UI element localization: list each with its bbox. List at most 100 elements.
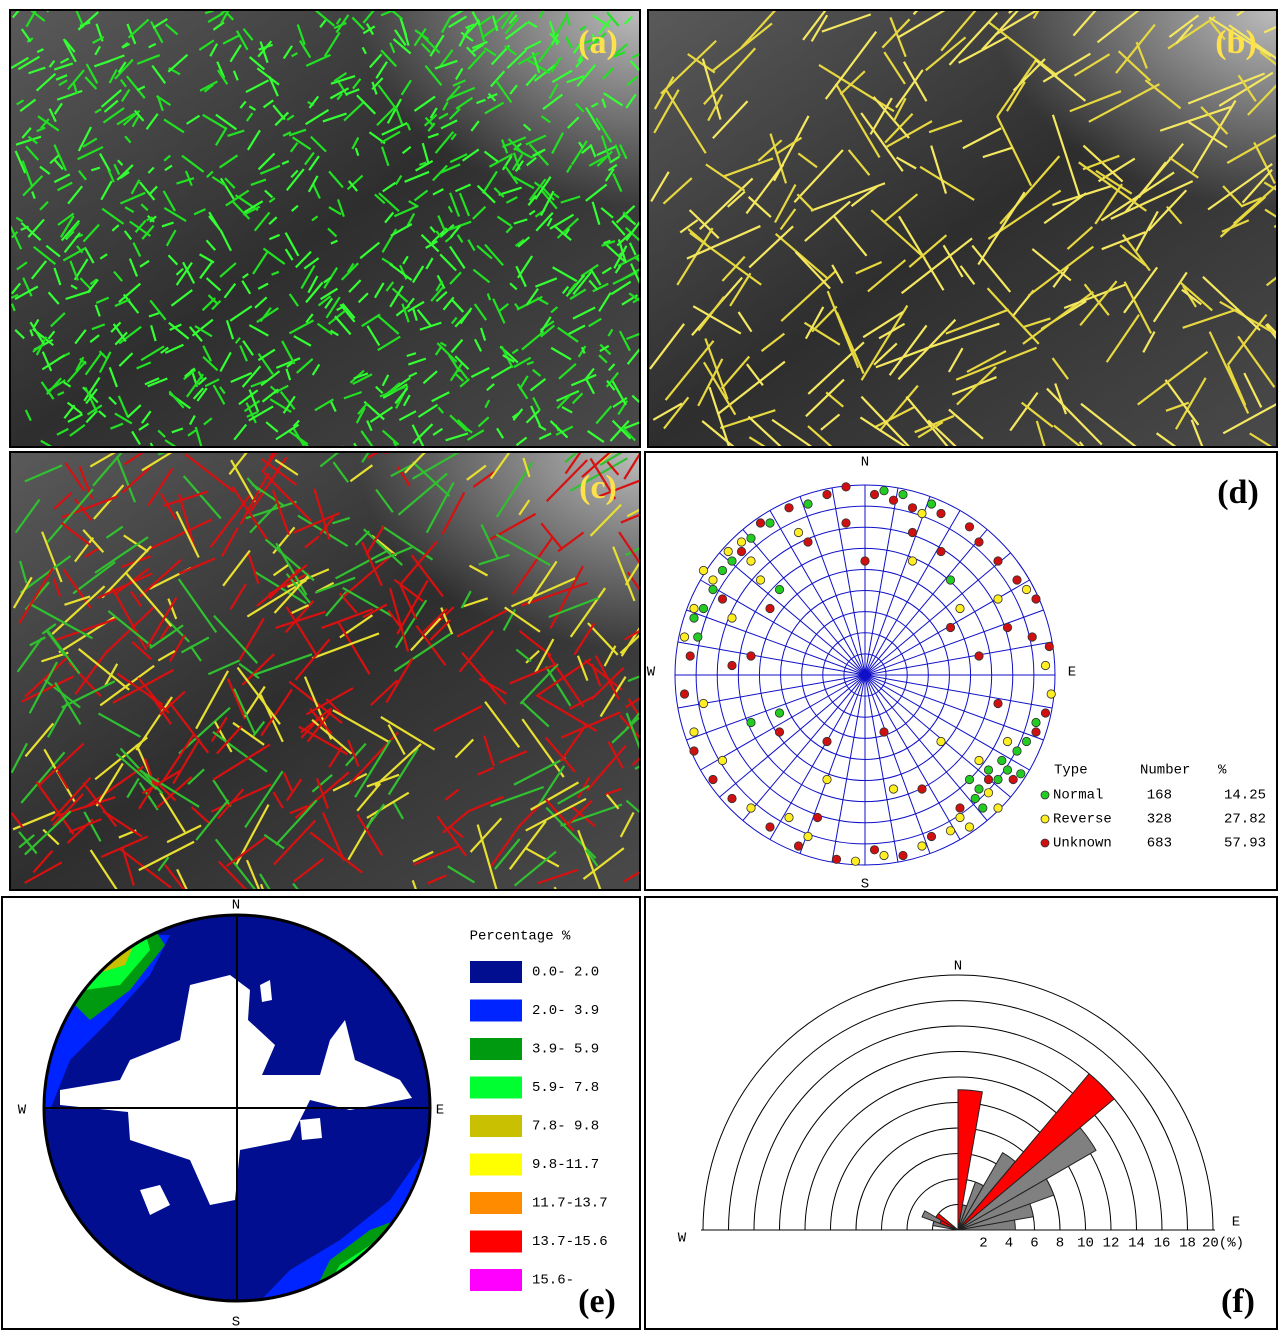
pole-point [690, 614, 698, 622]
pole-point [699, 604, 707, 612]
pole-point [690, 747, 698, 755]
legend-header: Number [1140, 763, 1190, 779]
pole-point [908, 504, 916, 512]
pole-point [680, 690, 688, 698]
pole-point [842, 483, 850, 491]
pole-point [1022, 585, 1030, 593]
panel-label: (e) [578, 1283, 616, 1320]
direction: E [1232, 1215, 1240, 1231]
pole-point [994, 557, 1002, 565]
legend-swatch [470, 1115, 522, 1137]
lineament [640, 827, 661, 841]
pole-point [1009, 775, 1017, 783]
pole-point [975, 756, 983, 764]
r-tick-label: 8 [1056, 1236, 1064, 1252]
r-tick-label: 4 [1005, 1236, 1013, 1252]
pole-point [918, 785, 926, 793]
legend: 0.0- 2.02.0- 3.93.9- 5.95.9- 7.87.8- 9.8… [470, 961, 608, 1291]
pole-point [984, 775, 992, 783]
pole-point [794, 528, 802, 536]
r-tick-label: 16 [1154, 1236, 1171, 1252]
r-tick-label: 10 [1077, 1236, 1094, 1252]
pole-point [694, 633, 702, 641]
pole-point [680, 633, 688, 641]
pole-point [1017, 770, 1025, 778]
pole-point [737, 538, 745, 546]
pole-point [690, 604, 698, 612]
pole-point [737, 547, 745, 555]
pole-point [979, 804, 987, 812]
pole-point [1032, 728, 1040, 736]
legend-label: Normal [1053, 788, 1103, 804]
legend-percent: 14.25 [1224, 788, 1266, 804]
legend-number: 683 [1147, 836, 1172, 852]
legend-marker [1041, 815, 1049, 823]
pole-point [709, 585, 717, 593]
legend-header: % [1218, 763, 1227, 779]
pole-point [724, 547, 732, 555]
figure: (a) (b) (c) (d) (e) (f) N S W E Type Num… [0, 0, 1279, 1331]
pole-point [994, 595, 1002, 603]
pole-point [718, 566, 726, 574]
pole-point [686, 652, 694, 660]
pole-point [946, 576, 954, 584]
direction: N [232, 898, 240, 914]
pole-point [823, 775, 831, 783]
pole-point [756, 576, 764, 584]
pole-point [927, 832, 935, 840]
pole-point [889, 785, 897, 793]
legend-label: 13.7-15.6 [532, 1234, 608, 1250]
pole-point [1013, 747, 1021, 755]
pole-point [946, 623, 954, 631]
panel-label: (a) [578, 24, 618, 61]
direction: S [861, 877, 869, 893]
map-a [10, 0, 656, 467]
pole-point [937, 547, 945, 555]
pole-point [1028, 633, 1036, 641]
pole-point [756, 519, 764, 527]
pole-point [1045, 642, 1053, 650]
pole-point [918, 842, 926, 850]
pole-point [956, 604, 964, 612]
frame [645, 452, 1277, 890]
pole-point [766, 519, 774, 527]
pole-point [946, 827, 954, 835]
pole-point [975, 785, 983, 793]
legend-swatch [470, 1154, 522, 1176]
pole-point [766, 823, 774, 831]
pole-point [804, 832, 812, 840]
pole-point [699, 566, 707, 574]
pole-point [747, 557, 755, 565]
direction: N [954, 959, 962, 975]
panel-label: (d) [1217, 474, 1259, 511]
pole-point [965, 823, 973, 831]
pole-point [965, 775, 973, 783]
legend-percent: 57.93 [1224, 836, 1266, 852]
legend-swatch [470, 1269, 522, 1291]
pole-point [718, 756, 726, 764]
legend-label: 2.0- 3.9 [532, 1003, 599, 1019]
r-tick-label: 14 [1128, 1236, 1145, 1252]
pole-point [690, 728, 698, 736]
pole-point [804, 500, 812, 508]
r-tick-label: 20(%) [1202, 1236, 1244, 1252]
pole-point [851, 857, 859, 865]
direction: E [1068, 665, 1076, 681]
direction: W [647, 665, 656, 681]
legend-marker [1041, 791, 1049, 799]
legend-swatch [470, 1077, 522, 1099]
pole-point [728, 661, 736, 669]
pole-point [728, 557, 736, 565]
pole-point [870, 846, 878, 854]
pole-point [709, 576, 717, 584]
legend-label: 15.6- [532, 1273, 574, 1289]
pole-point [1003, 737, 1011, 745]
lineament [555, 887, 573, 925]
legend-label: 3.9- 5.9 [532, 1042, 599, 1058]
pole-point [842, 519, 850, 527]
pole-point [937, 737, 945, 745]
legend-title: Percentage % [470, 929, 571, 945]
legend-swatch [470, 961, 522, 983]
pole-point [709, 775, 717, 783]
